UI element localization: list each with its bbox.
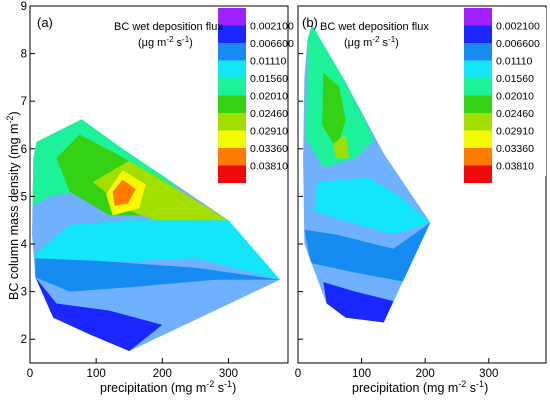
colorbar-swatch — [464, 60, 492, 78]
colorbar-title-b: BC wet deposition flux — [320, 21, 429, 33]
x-tick-label: 100 — [352, 368, 371, 380]
colorbar-level-label: 0.002100 — [496, 21, 540, 33]
x-tick-label: 100 — [87, 368, 106, 380]
colorbar-swatch — [218, 113, 246, 131]
contour-region-4 — [304, 222, 431, 283]
colorbar-swatch — [218, 130, 246, 148]
colorbar-swatch — [464, 148, 492, 166]
x-tick-label: 0 — [27, 368, 33, 380]
colorbar-level-label: 0.03810 — [250, 161, 288, 173]
contour-region-4 — [112, 179, 136, 206]
colorbar-level-label: 0.02910 — [250, 126, 288, 138]
y-tick-label: 3 — [21, 287, 27, 299]
colorbar-title-a: BC wet deposition flux — [114, 21, 223, 33]
colorbar-swatch — [464, 8, 492, 26]
colorbar-swatch — [218, 8, 246, 26]
colorbar-level-label: 0.01560 — [250, 73, 288, 85]
x-tick-label: 200 — [153, 368, 172, 380]
colorbar-level-label: 0.01110 — [496, 56, 533, 68]
colorbar-level-label: 0.01560 — [496, 73, 534, 85]
colorbar-swatch — [218, 25, 246, 43]
contour-region-7 — [35, 277, 163, 352]
colorbar-swatch — [218, 43, 246, 61]
panel-label-b: (b) — [302, 15, 318, 30]
panel-b: 0 100 200 300 (b) precipitation (mg m-2 s-1… — [295, 5, 547, 395]
colorbar-level-label: 0.03810 — [496, 161, 534, 173]
colorbar-swatch — [464, 95, 492, 113]
y-tick-label: 6 — [21, 144, 27, 156]
panel-label-a: (a) — [37, 15, 53, 30]
colorbar-a: 0.002100 0.006600 0.01110 0.01560 0.02010 0.0… — [214, 8, 294, 183]
x-tick-label: 0 — [295, 368, 301, 380]
panel-a: 0 100 200 300 2 3 4 5 6 7 8 9 (a) precipitation (mg… — [5, 1, 294, 395]
colorbar-swatch — [464, 130, 492, 148]
x-tick-label: 300 — [219, 368, 238, 380]
colorbar-level-label: 0.02460 — [496, 108, 534, 120]
y-tick-label: 5 — [21, 191, 27, 203]
x-axis-label-b: precipitation (mg m-2 s-1) — [352, 379, 488, 395]
colorbar-level-label: 0.03360 — [496, 143, 534, 155]
colorbar-level-label: 0.02010 — [496, 91, 534, 103]
axis-ticks-b: 0 100 200 300 — [295, 5, 498, 380]
contour-region-1 — [322, 72, 346, 149]
contour-region-5 — [323, 282, 394, 323]
x-axis-label-a: precipitation (mg m-2 s-1) — [100, 379, 236, 395]
colorbar-swatch — [464, 25, 492, 43]
colorbar-swatch — [218, 165, 246, 183]
colorbar-swatch — [464, 78, 492, 96]
colorbar-swatch — [464, 43, 492, 61]
colorbar-level-label: 0.01110 — [250, 56, 287, 68]
y-tick-label: 9 — [21, 1, 27, 13]
y-tick-label: 8 — [21, 49, 27, 61]
contour-fill-a — [32, 119, 281, 352]
y-tick-label: 4 — [21, 239, 28, 251]
colorbar-swatch — [464, 113, 492, 131]
y-tick-label: 7 — [21, 96, 27, 108]
colorbar-level-label: 0.02010 — [250, 91, 288, 103]
contour-region-5 — [35, 220, 281, 280]
x-tick-label: 300 — [479, 368, 498, 380]
colorbar-level-label: 0.02460 — [250, 108, 288, 120]
x-tick-label: 200 — [416, 368, 435, 380]
y-axis-label: BC column mass density (mg m-2) — [5, 111, 21, 300]
colorbar-level-label: 0.006600 — [496, 38, 540, 50]
contour-region-6 — [35, 258, 281, 292]
colorbar-b: 0.002100 0.006600 0.01110 0.01560 0.02010 0.0… — [460, 8, 546, 183]
colorbar-swatch — [218, 60, 246, 78]
colorbar-level-label: 0.03360 — [250, 143, 288, 155]
colorbar-units-b: (μg m-2 s-1) — [344, 35, 399, 49]
contour-region-2 — [333, 134, 349, 159]
colorbar-units-a: (μg m-2 s-1) — [138, 35, 193, 49]
axis-ticks-a: 0 100 200 300 2 3 4 5 6 7 8 9 — [21, 1, 238, 380]
y-tick-label: 2 — [21, 334, 27, 346]
colorbar-swatch — [218, 95, 246, 113]
colorbar-level-label: 0.002100 — [250, 21, 294, 33]
contour-region-3 — [313, 177, 431, 235]
colorbar-swatch — [218, 78, 246, 96]
colorbar-swatch — [218, 148, 246, 166]
colorbar-level-label: 0.02910 — [496, 126, 534, 138]
colorbar-level-label: 0.006600 — [250, 38, 294, 50]
contour-fill-b — [303, 25, 431, 323]
colorbar-swatch — [464, 165, 492, 183]
